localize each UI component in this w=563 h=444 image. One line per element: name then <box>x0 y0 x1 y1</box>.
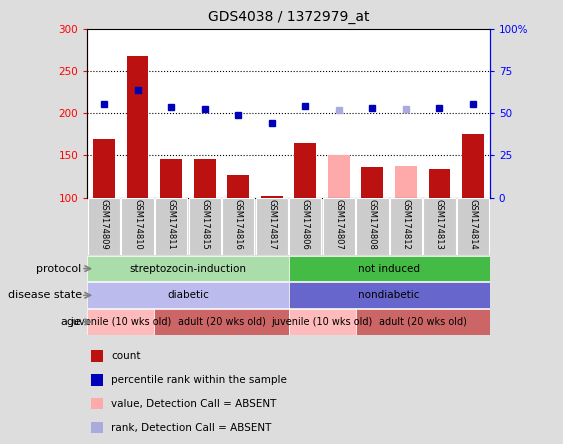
Bar <box>361 167 383 198</box>
Text: GSM174807: GSM174807 <box>334 199 343 250</box>
Bar <box>122 198 154 255</box>
Bar <box>227 175 249 198</box>
Bar <box>87 256 289 281</box>
Bar <box>93 139 115 198</box>
Text: GSM174809: GSM174809 <box>100 199 109 250</box>
Text: age: age <box>61 317 82 327</box>
Text: GSM174810: GSM174810 <box>133 199 142 250</box>
Text: percentile rank within the sample: percentile rank within the sample <box>111 375 287 385</box>
Bar <box>323 198 355 255</box>
Bar <box>462 134 484 198</box>
Bar <box>395 166 417 198</box>
Text: GSM174816: GSM174816 <box>234 199 243 250</box>
Bar <box>289 256 490 281</box>
Text: value, Detection Call = ABSENT: value, Detection Call = ABSENT <box>111 399 277 409</box>
Bar <box>155 198 187 255</box>
Bar <box>160 159 182 198</box>
Text: nondiabetic: nondiabetic <box>359 290 420 300</box>
Bar <box>423 198 455 255</box>
Bar <box>294 143 316 198</box>
Text: GSM174815: GSM174815 <box>200 199 209 250</box>
Bar <box>127 56 149 198</box>
Text: GSM174812: GSM174812 <box>401 199 410 250</box>
Text: diabetic: diabetic <box>167 290 209 300</box>
Bar <box>261 196 283 198</box>
Bar <box>91 422 104 433</box>
Bar <box>87 309 154 335</box>
Bar <box>390 198 422 255</box>
Text: adult (20 wks old): adult (20 wks old) <box>379 317 467 327</box>
Bar <box>289 309 356 335</box>
Bar <box>222 198 254 255</box>
Bar <box>88 198 120 255</box>
Text: protocol: protocol <box>37 264 82 274</box>
Bar <box>356 198 388 255</box>
Bar <box>91 374 104 386</box>
Text: rank, Detection Call = ABSENT: rank, Detection Call = ABSENT <box>111 423 272 432</box>
Text: GSM174806: GSM174806 <box>301 199 310 250</box>
Bar <box>356 309 490 335</box>
Bar <box>154 309 289 335</box>
Text: streptozocin-induction: streptozocin-induction <box>129 264 247 274</box>
Text: GSM174817: GSM174817 <box>267 199 276 250</box>
Bar <box>91 350 104 362</box>
Text: GSM174814: GSM174814 <box>468 199 477 250</box>
Bar <box>87 282 289 308</box>
Text: disease state: disease state <box>7 290 82 300</box>
Bar <box>91 398 104 409</box>
Text: not induced: not induced <box>358 264 420 274</box>
Bar <box>289 282 490 308</box>
Text: juvenile (10 wks old): juvenile (10 wks old) <box>271 317 373 327</box>
Bar <box>194 159 216 198</box>
Bar <box>289 198 321 255</box>
Bar <box>428 169 450 198</box>
Bar <box>189 198 221 255</box>
Bar <box>256 198 288 255</box>
Text: GSM174811: GSM174811 <box>167 199 176 250</box>
Text: GSM174813: GSM174813 <box>435 199 444 250</box>
Bar <box>457 198 489 255</box>
Text: GDS4038 / 1372979_at: GDS4038 / 1372979_at <box>208 10 369 24</box>
Text: GSM174808: GSM174808 <box>368 199 377 250</box>
Text: juvenile (10 wks old): juvenile (10 wks old) <box>70 317 172 327</box>
Text: adult (20 wks old): adult (20 wks old) <box>177 317 265 327</box>
Bar <box>328 155 350 198</box>
Text: count: count <box>111 351 141 361</box>
